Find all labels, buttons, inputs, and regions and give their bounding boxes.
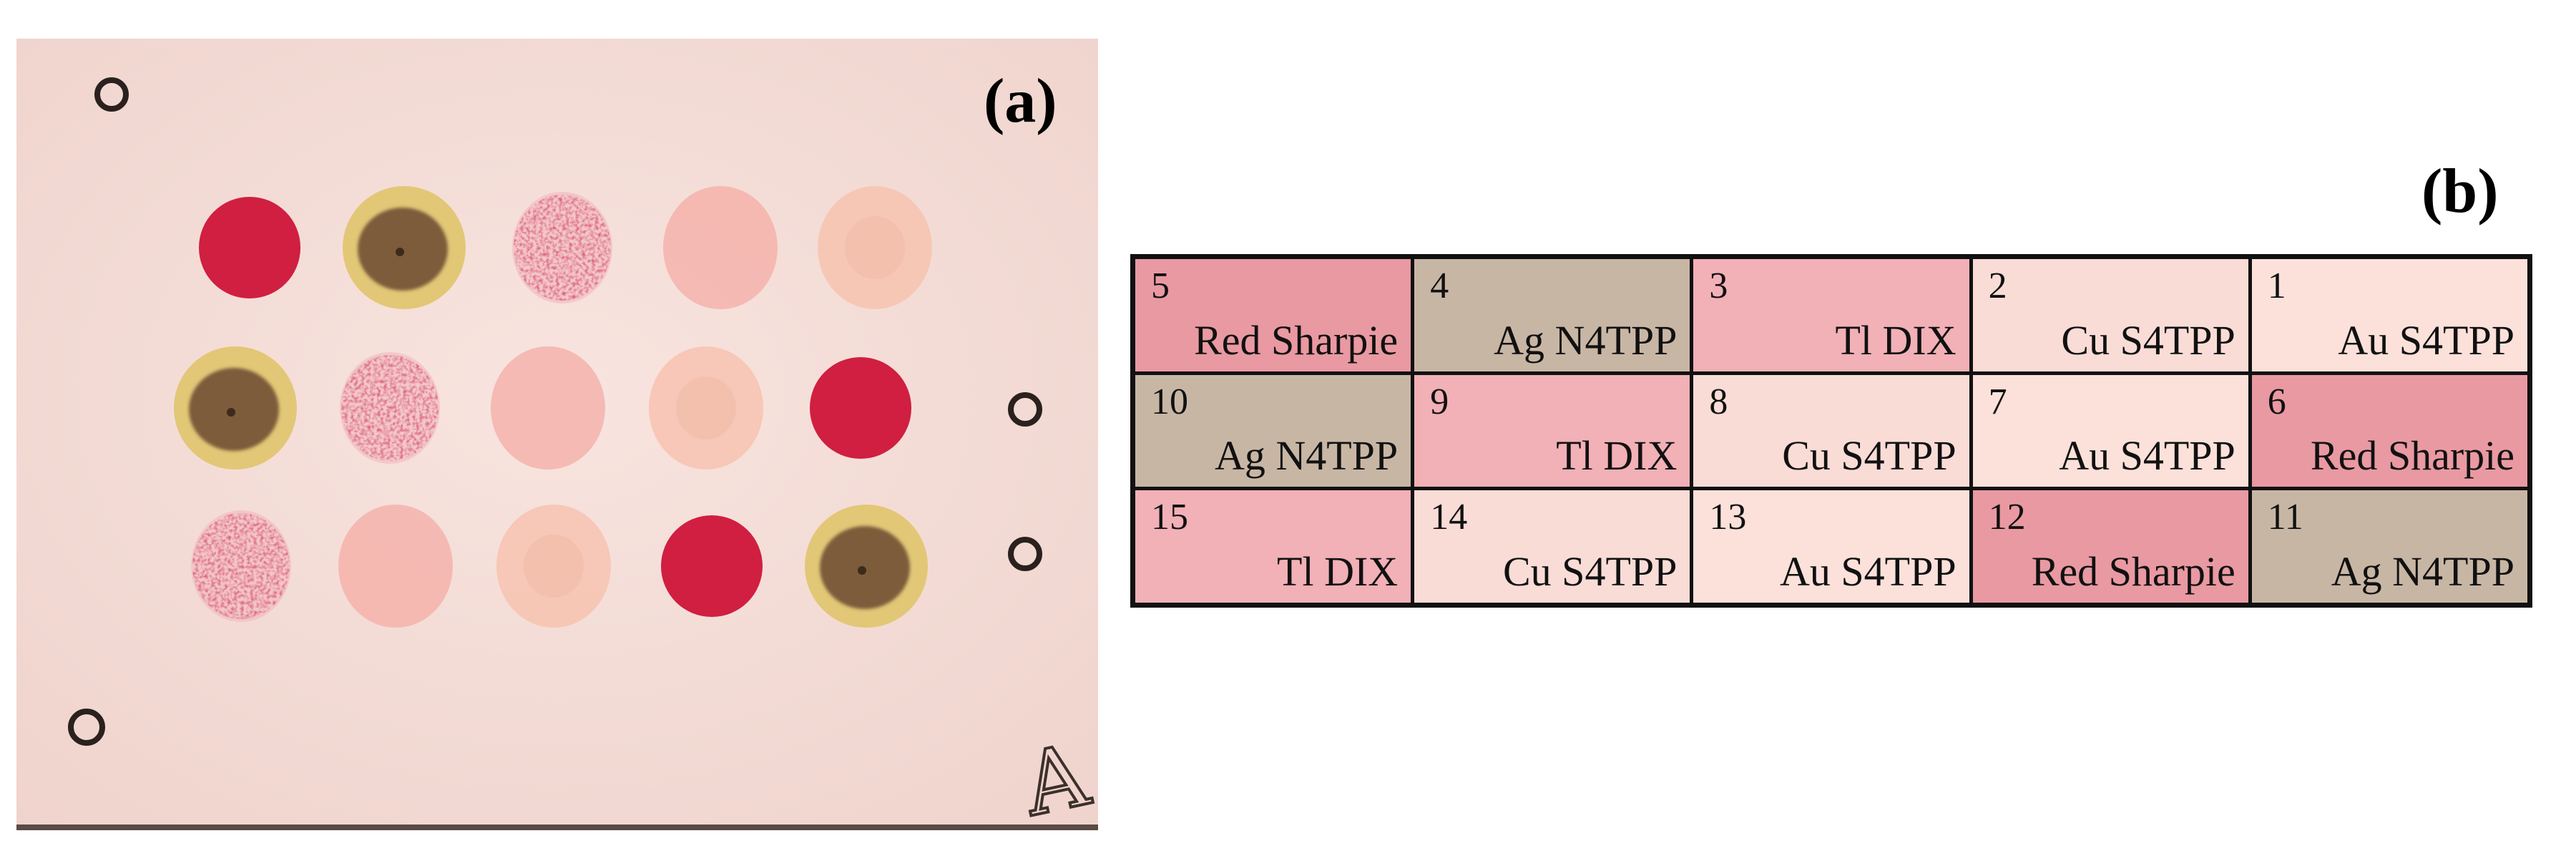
legend-cell-number: 12 — [1988, 497, 2026, 538]
legend-cell-number: 15 — [1151, 497, 1188, 538]
spot-brown — [805, 505, 928, 628]
spot-light-pink — [338, 505, 453, 628]
spot-brown — [343, 186, 466, 309]
spot-legend-grid: 5 Red Sharpie 4 Ag N4TPP 3 Tl DIX 2 Cu S4TPP 1 Au… — [1130, 254, 2532, 608]
legend-cell: 3 Tl DIX — [1693, 259, 1969, 371]
legend-cell-number: 1 — [2267, 266, 2286, 306]
legend-cell-name: Au S4TPP — [2338, 316, 2514, 364]
legend-cell: 8 Cu S4TPP — [1693, 374, 1969, 487]
spot-red — [199, 197, 300, 298]
spot-peach — [496, 505, 611, 628]
spot-peach — [818, 186, 932, 309]
legend-cell-name: Tl DIX — [1277, 548, 1399, 595]
legend-cell-name: Tl DIX — [1835, 316, 1957, 364]
legend-cell: 11 Ag N4TPP — [2251, 490, 2527, 603]
legend-cell-name: Au S4TPP — [1780, 548, 1957, 595]
registration-circle — [1008, 392, 1042, 427]
legend-cell: 4 Ag N4TPP — [1414, 259, 1690, 371]
spot-brown — [174, 346, 297, 470]
legend-cell: 14 Cu S4TPP — [1414, 490, 1690, 603]
legend-cell-name: Ag N4TPP — [1494, 316, 1678, 364]
spot-peach — [649, 346, 763, 470]
legend-cell-number: 10 — [1151, 381, 1188, 422]
spot-light-pink — [663, 186, 778, 309]
panel-label-b: (b) — [2421, 157, 2499, 226]
legend-cell-name: Red Sharpie — [2310, 432, 2514, 480]
legend-cell-name: Tl DIX — [1556, 432, 1678, 480]
legend-cell: 13 Au S4TPP — [1693, 490, 1969, 603]
legend-cell: 2 Cu S4TPP — [1972, 259, 2248, 371]
spot-pink-speckled — [340, 352, 440, 464]
legend-cell-number: 14 — [1430, 497, 1468, 538]
legend-cell: 5 Red Sharpie — [1135, 259, 1411, 371]
legend-cell: 12 Red Sharpie — [1972, 490, 2248, 603]
legend-cell-name: Cu S4TPP — [1782, 432, 1957, 480]
legend-cell: 9 Tl DIX — [1414, 374, 1690, 487]
legend-cell-number: 5 — [1151, 266, 1170, 306]
legend-cell-number: 11 — [2267, 497, 2303, 538]
spot-red — [661, 515, 763, 617]
spot-light-pink — [491, 346, 605, 470]
legend-cell: 1 Au S4TPP — [2251, 259, 2527, 371]
legend-cell-number: 6 — [2267, 381, 2286, 422]
legend-cell: 10 Ag N4TPP — [1135, 374, 1411, 487]
legend-cell-name: Red Sharpie — [2031, 548, 2235, 595]
spot-pink-speckled — [512, 192, 612, 303]
registration-marks — [68, 77, 1042, 746]
registration-circle — [68, 709, 105, 746]
legend-cell-number: 8 — [1709, 381, 1728, 422]
legend-cell-number: 4 — [1430, 266, 1449, 306]
legend-cell-name: Au S4TPP — [2059, 432, 2235, 480]
panel-label-a: (a) — [984, 67, 1057, 136]
paper-bottom-edge — [16, 825, 1098, 830]
spot-array — [174, 186, 932, 628]
spot-plate-photo: A — [16, 39, 1098, 830]
registration-circle — [1008, 537, 1042, 571]
spot-red — [810, 357, 911, 459]
legend-cell-name: Red Sharpie — [1194, 316, 1399, 364]
legend-cell-number: 9 — [1430, 381, 1449, 422]
legend-cell-name: Cu S4TPP — [2061, 316, 2235, 364]
legend-cell-name: Ag N4TPP — [1214, 432, 1399, 480]
legend-cell: 15 Tl DIX — [1135, 490, 1411, 603]
registration-circle — [94, 77, 129, 112]
legend-cell: 6 Red Sharpie — [2251, 374, 2527, 487]
legend-cell-name: Ag N4TPP — [2331, 548, 2514, 595]
legend-cell-name: Cu S4TPP — [1503, 548, 1678, 595]
legend-cell-number: 13 — [1709, 497, 1747, 538]
spot-pink-speckled — [191, 510, 291, 622]
legend-cell-number: 3 — [1709, 266, 1728, 306]
legend-cell-number: 2 — [1988, 266, 2007, 306]
legend-cell-number: 7 — [1988, 381, 2007, 422]
legend-cell: 7 Au S4TPP — [1972, 374, 2248, 487]
